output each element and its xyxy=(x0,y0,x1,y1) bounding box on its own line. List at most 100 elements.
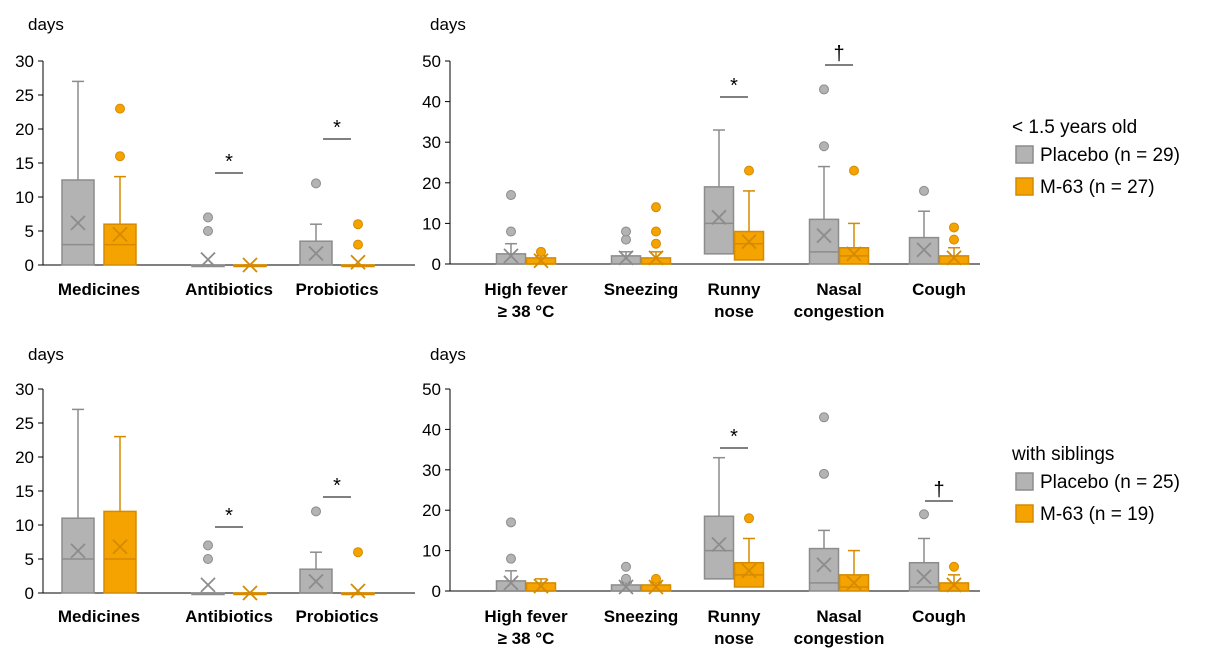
box-m63 xyxy=(733,165,765,261)
category-label-line: Medicines xyxy=(58,607,140,626)
legend-2: with siblings Placebo (n = 25) M-63 (n = 1… xyxy=(1011,444,1180,525)
box-iqr xyxy=(703,186,735,255)
box-iqr xyxy=(808,547,840,592)
legend-item: Placebo (n = 29) xyxy=(1040,145,1180,166)
box-placebo xyxy=(808,412,840,592)
box-m63 xyxy=(341,219,375,270)
significance-marker: * xyxy=(333,117,341,139)
category-sneezing: Sneezing xyxy=(604,202,678,299)
box-placebo xyxy=(191,212,225,268)
legend-swatch xyxy=(1015,504,1034,523)
legend-swatch xyxy=(1015,177,1034,196)
mean-marker xyxy=(648,250,664,266)
mean-marker xyxy=(70,543,86,559)
legend-swatch xyxy=(1015,472,1034,491)
outlier-point xyxy=(621,561,631,572)
significance-marker: † xyxy=(833,43,844,65)
box-placebo xyxy=(908,185,940,265)
category-label-line: Probiotics xyxy=(295,280,378,299)
y-tick-label: 15 xyxy=(15,482,34,501)
box-m63 xyxy=(103,435,137,594)
y-tick-label: 10 xyxy=(422,214,441,233)
mean-marker xyxy=(308,245,324,262)
y-axis-label: days xyxy=(430,345,466,364)
mean-marker xyxy=(648,579,664,595)
category-label-line: Runny xyxy=(708,607,761,626)
outlier-point xyxy=(819,412,829,423)
category-label: Probiotics xyxy=(295,280,378,299)
panel-top-right: days 0 10 20 30 40 50 High fever ≥ 38 °C Sneezing… xyxy=(422,15,980,321)
category-runny-nose: Runny nose * xyxy=(703,75,765,321)
significance-marker: † xyxy=(933,479,944,501)
category-label-line: Sneezing xyxy=(604,607,679,626)
category-antibiotics: Antibiotics * xyxy=(185,151,273,299)
y-tick-label: 15 xyxy=(15,154,34,173)
category-cough: Cough xyxy=(908,185,970,299)
y-tick-label: 20 xyxy=(422,174,441,193)
outlier-point xyxy=(203,212,213,223)
category-label: Runny nose xyxy=(708,607,761,648)
mean-marker xyxy=(816,557,832,573)
y-tick-label: 25 xyxy=(15,86,34,105)
box-placebo xyxy=(299,178,333,266)
mean-marker xyxy=(618,250,634,266)
legend-item: M-63 (n = 27) xyxy=(1040,177,1155,198)
outlier-point xyxy=(651,573,661,584)
mean-marker xyxy=(946,577,962,593)
y-tick-label: 40 xyxy=(422,93,441,112)
category-high-fever-38-c: High fever ≥ 38 °C xyxy=(484,189,568,321)
mean-marker xyxy=(200,577,216,593)
legend-title: < 1.5 years old xyxy=(1012,117,1137,138)
box-m63 xyxy=(103,103,137,266)
category-runny-nose: Runny nose * xyxy=(703,426,765,648)
significance-marker: * xyxy=(333,475,341,497)
category-label-line: Medicines xyxy=(58,280,140,299)
mean-marker xyxy=(533,578,549,594)
category-label: Nasal congestion xyxy=(794,607,885,648)
box-m63 xyxy=(525,578,557,594)
category-cough: Cough † xyxy=(908,479,970,626)
y-tick-label: 30 xyxy=(422,133,441,152)
category-label: Medicines xyxy=(58,280,140,299)
category-label-line: Cough xyxy=(912,607,966,626)
category-label: Probiotics xyxy=(295,607,378,626)
box-m63 xyxy=(640,573,672,595)
category-label-line: Probiotics xyxy=(295,607,378,626)
category-label-line: Runny xyxy=(708,280,761,299)
category-probiotics: Probiotics * xyxy=(295,475,378,626)
category-label-line: ≥ 38 °C xyxy=(498,302,555,321)
mean-marker xyxy=(846,575,862,591)
outlier-point xyxy=(949,561,959,572)
mean-marker xyxy=(741,234,757,250)
mean-marker xyxy=(112,539,128,555)
y-tick-label: 10 xyxy=(15,516,34,535)
mean-marker xyxy=(618,579,634,595)
category-label: Medicines xyxy=(58,607,140,626)
mean-marker xyxy=(946,250,962,266)
category-label-line: Cough xyxy=(912,280,966,299)
box-iqr xyxy=(61,517,95,594)
box-m63 xyxy=(838,549,870,592)
mean-marker xyxy=(503,248,519,264)
outlier-point xyxy=(849,165,859,176)
outlier-point xyxy=(744,165,754,176)
box-m63 xyxy=(525,246,557,269)
box-placebo xyxy=(299,506,333,594)
category-label-line: Nasal xyxy=(816,607,861,626)
box-iqr xyxy=(733,230,765,261)
category-antibiotics: Antibiotics * xyxy=(185,505,273,626)
category-label: High fever ≥ 38 °C xyxy=(484,607,568,648)
category-label-line: congestion xyxy=(794,302,885,321)
y-tick-label: 40 xyxy=(422,420,441,439)
box-placebo xyxy=(495,517,527,592)
category-label-line: nose xyxy=(714,629,754,648)
outlier-point xyxy=(536,246,546,257)
outlier-point xyxy=(621,573,631,584)
y-axis-label: days xyxy=(28,345,64,364)
outlier-point xyxy=(203,540,213,551)
y-tick-label: 0 xyxy=(432,582,441,601)
mean-marker xyxy=(846,246,862,262)
